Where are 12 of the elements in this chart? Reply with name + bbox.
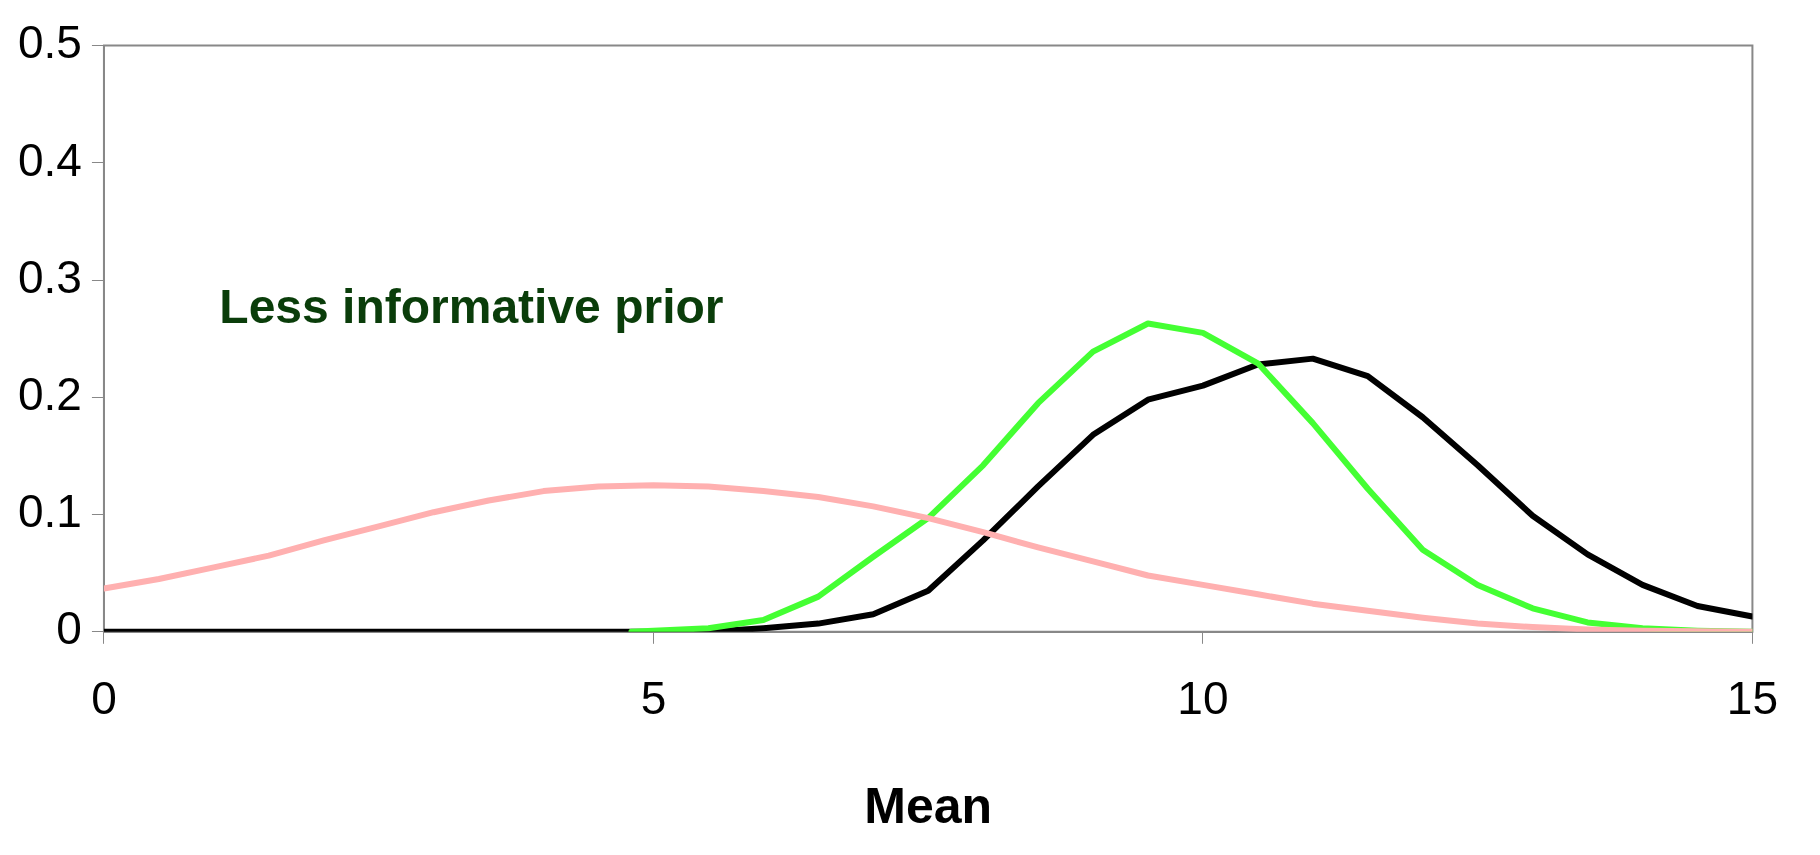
y-tick-label: 0.3: [17, 250, 82, 303]
x-tick-label: 0: [91, 672, 117, 725]
x-tick-label: 5: [640, 672, 667, 725]
y-tick-label: 0: [56, 602, 82, 655]
y-tick-label: 0.4: [17, 133, 82, 186]
y-tick-label: 0.2: [17, 368, 82, 421]
x-tick-label: 15: [1726, 672, 1778, 725]
x-tick-label: 10: [1177, 672, 1229, 725]
x-axis-title: Mean: [864, 777, 993, 834]
y-tick-label: 0.5: [17, 16, 82, 69]
y-tick-label: 0.1: [17, 485, 82, 538]
annotation: Less informative prior: [219, 279, 724, 333]
